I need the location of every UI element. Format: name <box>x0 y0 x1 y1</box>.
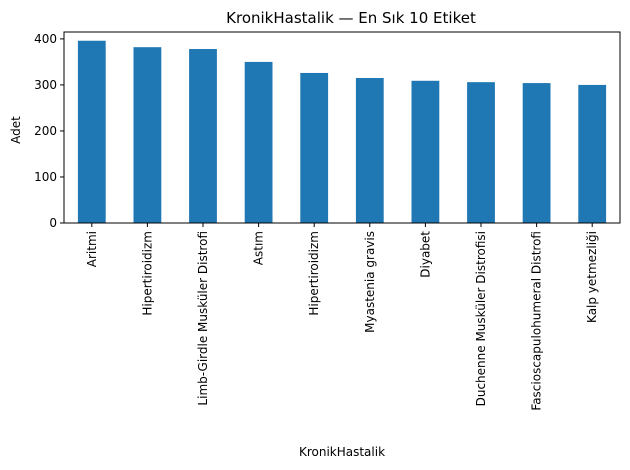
bar <box>411 80 440 223</box>
bar <box>522 83 551 223</box>
y-tick-label: 200 <box>34 124 57 138</box>
x-tick-label: Limb-Girdle Musküler Distrofi <box>196 231 210 406</box>
x-tick-label: Fascioscapulohumeral Distrofi <box>530 231 544 411</box>
bar <box>355 78 384 223</box>
bar <box>133 47 162 223</box>
bar <box>300 72 329 223</box>
bar <box>578 84 607 224</box>
bars-group <box>77 40 607 224</box>
x-tick-label: Hipertiroidizm <box>140 231 154 316</box>
y-tick-label: 0 <box>49 216 57 230</box>
x-axis-label: KronikHastalik <box>299 445 385 459</box>
bar <box>189 49 217 223</box>
y-tick-label: 300 <box>34 78 57 92</box>
y-tick-label: 100 <box>34 170 57 184</box>
bar <box>77 40 106 223</box>
x-tick-label: Aritmi <box>85 231 99 267</box>
bar <box>467 82 495 224</box>
chart-title: KronikHastalik — En Sık 10 Etiket <box>226 9 476 27</box>
x-tick-label: Hipertiroidizm <box>307 231 321 316</box>
x-axis-ticks: Aritmi Hipertiroidizm Limb-Girdle Musküler… <box>85 223 599 411</box>
x-tick-label: Myastenia gravis <box>363 231 377 333</box>
y-tick-label: 400 <box>34 32 57 46</box>
x-tick-label: Astım <box>252 231 266 265</box>
bar <box>244 61 273 223</box>
x-tick-label: Duchenne Musküler Distrofisi <box>474 231 488 406</box>
x-tick-label: Kalp yetmezliği <box>585 231 599 323</box>
y-axis-ticks: 0 100 200 300 400 <box>34 32 64 230</box>
y-axis-label: Adet <box>9 116 23 144</box>
plot-frame <box>63 31 621 224</box>
x-tick-label: Diyabet <box>418 231 432 278</box>
